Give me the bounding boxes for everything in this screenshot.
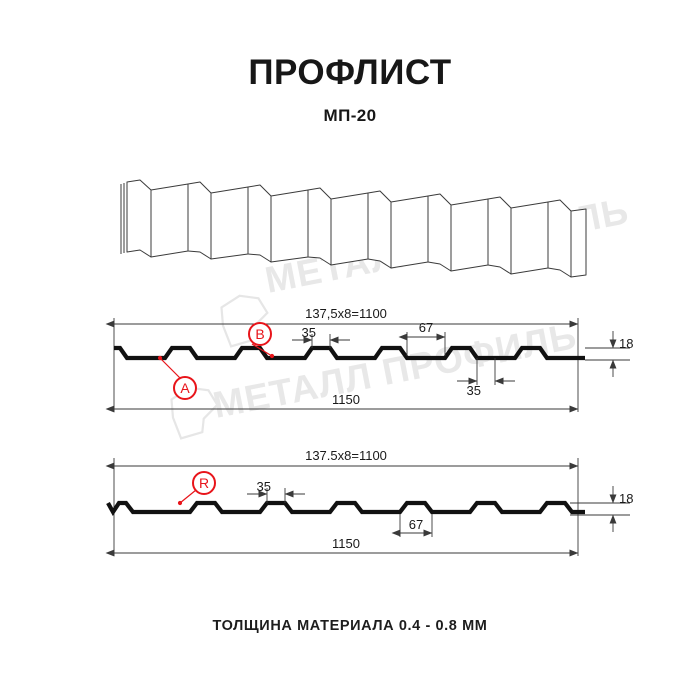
- dimension-rib67-bottom: 67: [391, 514, 433, 537]
- section-top: 137,5x8=1100 1150 35 67: [105, 306, 633, 413]
- dimension-rib35-top: 35: [292, 325, 350, 348]
- dimension-height-top-label: 18: [619, 336, 633, 351]
- isometric-profile-view: [120, 179, 587, 278]
- title-block: ПРОФЛИСТ МП-20: [0, 55, 700, 126]
- dimension-rib35-top-label: 35: [302, 325, 316, 340]
- marker-r: R: [177, 471, 216, 506]
- marker-b-label: B: [255, 326, 264, 342]
- section-bottom: 137.5x8=1100 1150 35 67: [105, 448, 633, 557]
- dimension-pitch-bottom-label: 137.5x8=1100: [305, 448, 387, 463]
- dimension-rib35-bottom: 35: [247, 479, 305, 503]
- dimension-rib67-top: 67: [398, 320, 446, 356]
- dimension-rib67-bottom-label: 67: [409, 517, 423, 532]
- dimension-overall-top: 1150: [105, 392, 579, 413]
- page-title: ПРОФЛИСТ: [248, 53, 452, 92]
- marker-a-label: A: [180, 380, 190, 396]
- marker-b: B: [248, 322, 275, 359]
- dimension-pitch-bottom: 137.5x8=1100: [105, 448, 579, 470]
- dimension-pitch-top: 137,5x8=1100: [105, 306, 579, 328]
- dimension-rib67-top-label: 67: [419, 320, 433, 335]
- dimension-height-top: 18: [585, 331, 633, 377]
- dimension-rib35-lower-top-label: 35: [467, 383, 481, 398]
- dimension-rib35-lower-top: 35: [457, 358, 515, 398]
- profile-outline-bottom: [106, 500, 585, 517]
- profile-outline-top: [114, 345, 585, 361]
- marker-a: A: [157, 355, 197, 400]
- material-thickness-caption: ТОЛЩИНА МАТЕРИАЛА 0.4 - 0.8 ММ: [212, 618, 488, 634]
- dimension-overall-top-label: 1150: [332, 392, 360, 407]
- dimension-height-bottom-label: 18: [619, 491, 633, 506]
- dimension-pitch-top-label: 137,5x8=1100: [305, 306, 387, 321]
- dimension-overall-bottom: 1150: [105, 536, 579, 557]
- dimension-overall-bottom-label: 1150: [332, 536, 360, 551]
- dimension-rib35-bottom-label: 35: [257, 479, 271, 494]
- dimension-height-bottom: 18: [570, 486, 633, 532]
- page-subtitle: МП-20: [323, 106, 377, 125]
- marker-r-label: R: [199, 475, 209, 491]
